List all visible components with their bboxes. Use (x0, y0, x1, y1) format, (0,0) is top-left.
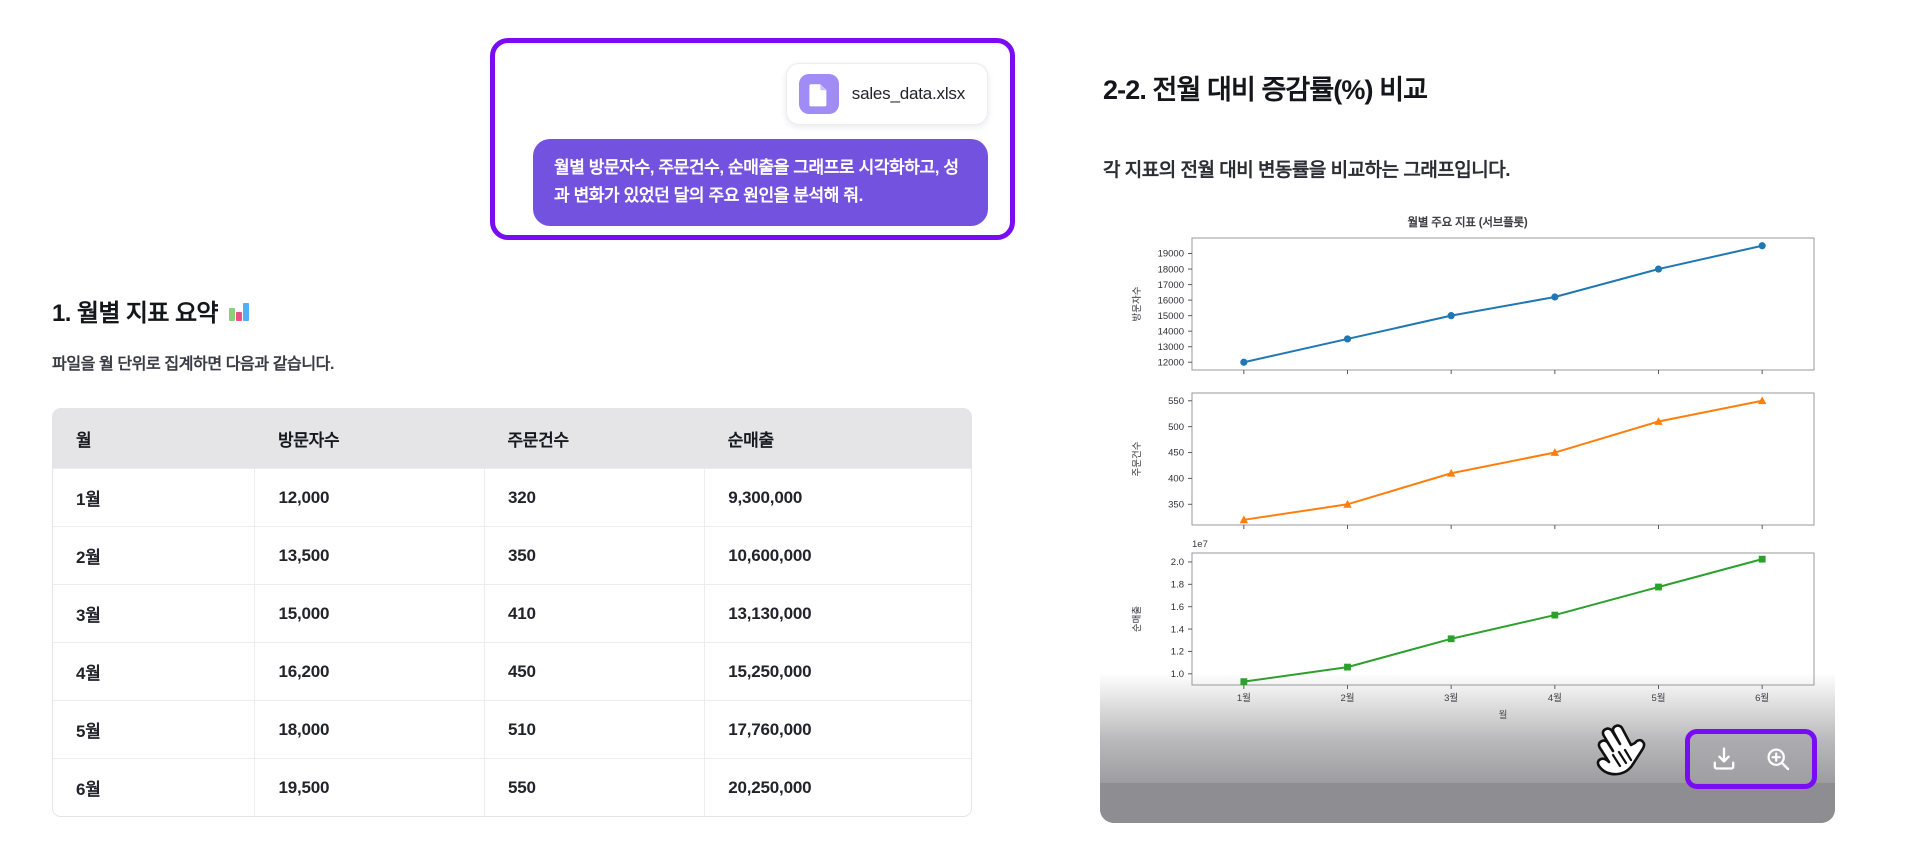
cell-orders: 550 (484, 758, 706, 816)
cell-visitors: 19,500 (254, 758, 485, 816)
table-row: 5월 18,000 510 17,760,000 (53, 700, 971, 759)
svg-text:1.6: 1.6 (1171, 602, 1184, 613)
svg-text:350: 350 (1168, 499, 1184, 510)
prompt-card: sales_data.xlsx 월별 방문자수, 주문건수, 순매출을 그래프로… (490, 38, 1015, 240)
bar-chart-emoji (227, 299, 251, 323)
cell-visitors: 15,000 (254, 584, 485, 643)
svg-text:주문건수: 주문건수 (1132, 441, 1143, 476)
section1-subtitle: 파일을 월 단위로 집계하면 다음과 같습니다. (52, 356, 335, 373)
cell-visitors: 18,000 (254, 700, 485, 759)
svg-text:1.2: 1.2 (1171, 647, 1184, 658)
cell-revenue: 20,250,000 (704, 758, 971, 816)
cell-month: 3월 (53, 584, 256, 643)
cell-revenue: 10,600,000 (704, 526, 971, 585)
document-icon (798, 74, 839, 114)
svg-text:14000: 14000 (1158, 326, 1184, 337)
svg-text:1e7: 1e7 (1192, 539, 1208, 550)
cell-visitors: 12,000 (254, 468, 485, 527)
cell-visitors: 13,500 (254, 526, 485, 585)
table-row: 3월 15,000 410 13,130,000 (53, 584, 971, 643)
table-row: 6월 19,500 550 20,250,000 (53, 758, 971, 816)
chart-toolbar (1690, 734, 1812, 784)
zoom-in-icon[interactable] (1761, 742, 1795, 776)
left-column: sales_data.xlsx 월별 방문자수, 주문건수, 순매출을 그래프로… (52, 38, 1015, 817)
column-header-visitors: 방문자수 (254, 409, 485, 469)
svg-text:1.4: 1.4 (1171, 624, 1184, 635)
chart-toolbar-highlight (1685, 729, 1817, 789)
table-row: 1월 12,000 320 9,300,000 (53, 468, 971, 527)
svg-text:17000: 17000 (1158, 280, 1184, 291)
panel-footer (1100, 783, 1835, 823)
section2-heading: 2-2. 전월 대비 증감률(%) 비교 (1103, 75, 1428, 105)
cell-orders: 510 (484, 700, 706, 759)
table-body: 1월 12,000 320 9,300,000 2월 13,500 350 10… (53, 468, 971, 816)
metrics-table: 월 방문자수 주문건수 순매출 1월 12,000 320 9,300,000 … (53, 409, 971, 816)
svg-text:5월: 5월 (1651, 692, 1665, 704)
svg-text:4월: 4월 (1548, 692, 1562, 704)
table-header-row: 월 방문자수 주문건수 순매출 (53, 409, 971, 469)
svg-text:13000: 13000 (1158, 342, 1184, 353)
column-header-orders: 주문건수 (484, 409, 705, 469)
svg-text:19000: 19000 (1158, 249, 1184, 260)
svg-text:순매출: 순매출 (1132, 606, 1143, 632)
section1-heading: 1. 월별 지표 요약 (52, 293, 251, 328)
cell-revenue: 15,250,000 (704, 642, 971, 701)
cell-orders: 320 (484, 468, 706, 527)
section1-heading-text: 1. 월별 지표 요약 (52, 300, 219, 327)
table-head: 월 방문자수 주문건수 순매출 (53, 409, 971, 469)
cell-month: 4월 (53, 642, 256, 701)
cell-orders: 450 (484, 642, 706, 701)
svg-text:18000: 18000 (1158, 264, 1184, 275)
file-attachment-chip[interactable]: sales_data.xlsx (785, 63, 988, 125)
chart-panel: 월별 주요 지표 (서브플롯) 12000 13000 14000 15000 1600… (1100, 198, 1835, 823)
svg-text:2.0: 2.0 (1171, 557, 1184, 568)
column-header-revenue: 순매출 (704, 409, 971, 469)
user-message-bubble: 월별 방문자수, 주문건수, 순매출을 그래프로 시각화하고, 성과 변화가 있… (533, 139, 988, 227)
metrics-table-wrapper: 월 방문자수 주문건수 순매출 1월 12,000 320 9,300,000 … (52, 408, 972, 817)
cell-month: 2월 (53, 526, 256, 585)
svg-text:방문자수: 방문자수 (1132, 286, 1143, 321)
svg-text:12000: 12000 (1158, 357, 1184, 368)
cell-orders: 410 (484, 584, 706, 643)
cell-orders: 350 (484, 526, 706, 585)
svg-text:월: 월 (1499, 709, 1508, 721)
cell-visitors: 16,200 (254, 642, 485, 701)
chart-title: 월별 주요 지표 (서브플롯) (1407, 217, 1528, 229)
svg-text:1.0: 1.0 (1171, 669, 1184, 680)
subplot-figure: 12000 13000 14000 15000 16000 17000 18000 19000… (1132, 237, 1815, 721)
svg-text:400: 400 (1168, 474, 1184, 485)
svg-text:6월: 6월 (1755, 692, 1769, 704)
svg-text:16000: 16000 (1158, 295, 1184, 306)
cell-revenue: 9,300,000 (704, 468, 971, 527)
table-row: 2월 13,500 350 10,600,000 (53, 526, 971, 585)
file-name-label: sales_data.xlsx (851, 84, 965, 103)
svg-text:500: 500 (1168, 422, 1184, 433)
svg-text:3월: 3월 (1444, 692, 1458, 704)
svg-text:550: 550 (1168, 396, 1184, 407)
svg-text:1.8: 1.8 (1171, 580, 1184, 591)
cell-revenue: 13,130,000 (704, 584, 971, 643)
svg-text:2월: 2월 (1340, 692, 1354, 704)
cell-month: 6월 (53, 758, 256, 816)
svg-text:450: 450 (1168, 448, 1184, 459)
right-column: 2-2. 전월 대비 증감률(%) 비교 각 지표의 전월 대비 변동률을 비교… (1090, 0, 1915, 861)
svg-text:15000: 15000 (1158, 311, 1184, 322)
svg-text:1월: 1월 (1237, 692, 1251, 704)
cell-revenue: 17,760,000 (704, 700, 971, 759)
download-icon[interactable] (1707, 742, 1741, 776)
cell-month: 5월 (53, 700, 256, 759)
column-header-month: 월 (53, 409, 255, 469)
table-row: 4월 16,200 450 15,250,000 (53, 642, 971, 701)
cell-month: 1월 (53, 468, 256, 527)
section2-subtitle: 각 지표의 전월 대비 변동률을 비교하는 그래프입니다. (1103, 160, 1511, 181)
